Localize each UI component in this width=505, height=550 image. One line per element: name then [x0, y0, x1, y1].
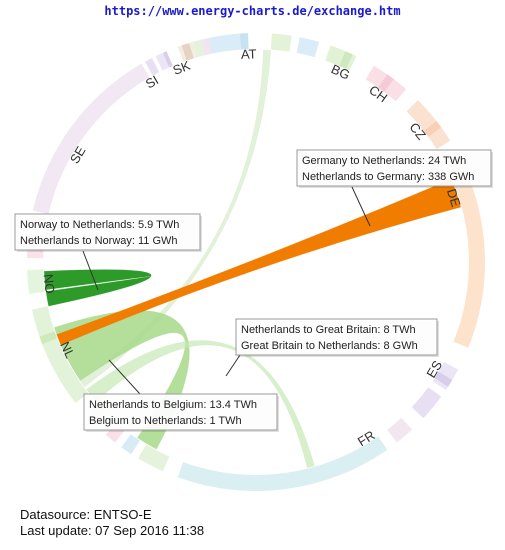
last-update-text: Last update: 07 Sep 2016 11:38 [20, 523, 205, 538]
tooltip-norway-netherlands: Norway to Netherlands: 5.9 TWh Netherland… [14, 213, 202, 291]
ring-highlight [378, 74, 394, 92]
tooltip-line-2: Great Britain to Netherlands: 8 GWh [241, 340, 418, 352]
tooltip-netherlands-great-britain: Netherlands to Great Britain: 8 TWh Great… [225, 318, 439, 377]
ring-segment-no[interactable] [27, 269, 46, 294]
country-label-no: NO [41, 273, 58, 294]
tooltip-line-1: Netherlands to Belgium: 13.4 TWh [89, 399, 257, 411]
tooltip-line-1: Netherlands to Great Britain: 8 TWh [241, 324, 416, 336]
ring-segment-minor [270, 33, 292, 52]
tooltip-line-1: Germany to Netherlands: 24 TWh [302, 155, 466, 167]
tooltip-pointer [82, 250, 99, 291]
ring-segment-fr[interactable] [177, 436, 388, 492]
ring-highlight [181, 43, 194, 61]
ring-segment-minor [138, 444, 170, 472]
tooltip-box [83, 393, 278, 431]
country-label-at: AT [241, 46, 257, 62]
ring-segment-cz[interactable] [406, 100, 451, 150]
country-label-bg: BG [329, 61, 352, 82]
tooltip-box [235, 318, 438, 356]
tooltip-pointer [225, 354, 241, 377]
tooltip-pointer [108, 359, 141, 395]
tooltips: Germany to Netherlands: 24 TWh Netherland… [14, 149, 493, 432]
ring-highlight [39, 331, 58, 345]
tooltip-box [296, 149, 492, 187]
tooltip-pointer [351, 186, 371, 227]
ring-segment-at[interactable] [208, 33, 245, 54]
country-label-de: DE [444, 187, 464, 209]
ring-segment-minor [121, 434, 140, 455]
tooltip-line-2: Netherlands to Norway: 11 GWh [20, 235, 178, 247]
ring-segment-minor [411, 387, 442, 419]
ring-highlight [162, 51, 173, 68]
datasource-text: Datasource: ENTSO-E [20, 507, 152, 522]
ring-segment-nl[interactable] [32, 306, 89, 403]
ring-segment-minor [296, 37, 320, 58]
ring-highlight [434, 371, 453, 387]
ring-segment-minor [387, 417, 413, 443]
tooltip-line-2: Netherlands to Germany: 338 GWh [302, 171, 474, 183]
ring-segment-se[interactable] [32, 63, 150, 215]
ring-highlight [240, 33, 249, 50]
tooltip-netherlands-belgium: Netherlands to Belgium: 13.4 TWh Belgium … [83, 359, 279, 432]
ring-segment-minor [144, 57, 160, 76]
tooltip-germany-netherlands: Germany to Netherlands: 24 TWh Netherland… [296, 149, 493, 227]
country-label-sk: SK [171, 58, 193, 78]
tooltip-line-1: Norway to Netherlands: 5.9 TWh [20, 219, 179, 231]
ring-highlight [423, 121, 442, 137]
ring-segment-bg[interactable] [325, 45, 357, 71]
ring-segment-de[interactable] [445, 158, 485, 348]
tooltip-line-2: Belgium to Netherlands: 1 TWh [89, 415, 242, 427]
country-label-nl: NL [57, 339, 78, 360]
tooltip-box [14, 213, 201, 251]
source-url[interactable]: https://www.energy-charts.de/exchange.ht… [104, 4, 401, 18]
chord-nl-great-britain[interactable] [86, 340, 315, 469]
ring-segment-minor [192, 39, 205, 58]
ring-highlight [339, 51, 353, 69]
